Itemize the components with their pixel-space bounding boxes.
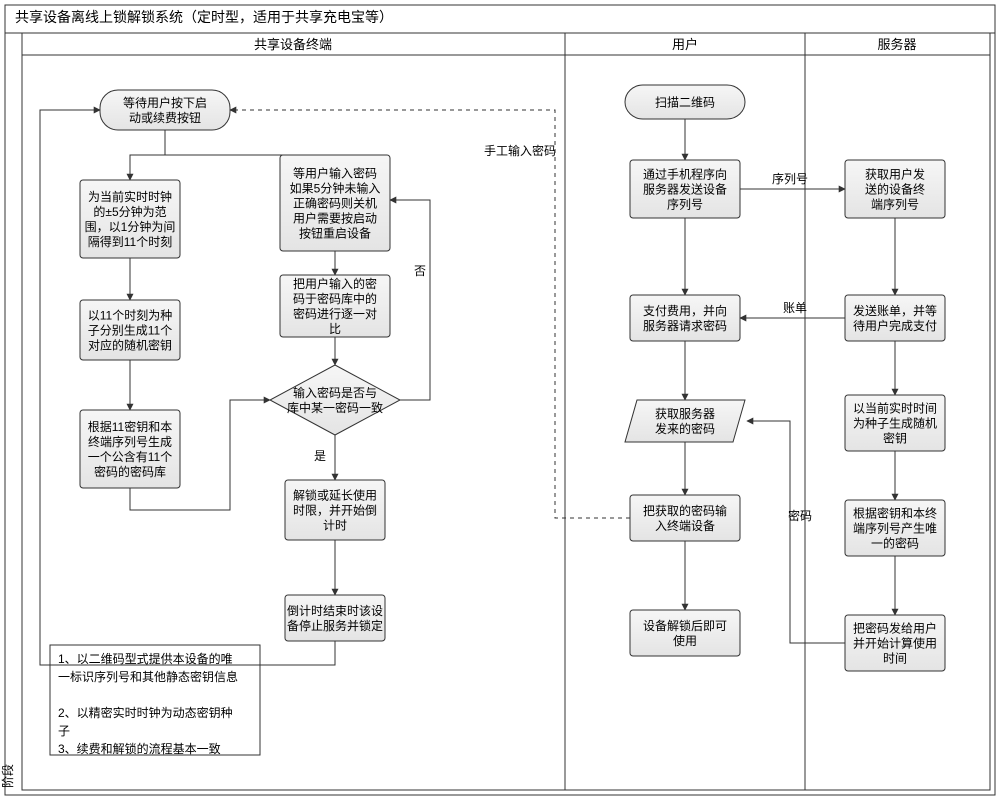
node-s_get: 获取用户发送的设备终端序列号 [845, 160, 945, 218]
node-u_use: 设备解锁后即可使用 [630, 610, 740, 656]
node-t_cmp: 把用户输入的密码于密码库中的密码进行逐一对比 [280, 275, 390, 337]
swimlane-title-terminal: 共享设备终端 [254, 37, 332, 52]
svg-text:设备解锁后即可: 设备解锁后即可 [643, 618, 727, 633]
swimlane-title-user: 用户 [672, 37, 698, 52]
svg-text:服务器请求密码: 服务器请求密码 [643, 318, 727, 333]
svg-text:端序列号: 端序列号 [871, 197, 919, 212]
node-s_send: 把密码发给用户并开始计算使用时间 [845, 615, 945, 671]
svg-text:手工输入密码: 手工输入密码 [484, 143, 556, 158]
svg-text:解锁或延长使用: 解锁或延长使用 [293, 488, 377, 503]
node-t_seed: 以11个时刻为种子分别生成11个对应的随机密钥 [80, 300, 180, 360]
svg-text:倒计时结束时该设: 倒计时结束时该设 [287, 604, 383, 618]
edge-t_wait-t_range [130, 130, 165, 180]
node-s_seed: 以当前实时时间为种子生成随机密钥 [845, 395, 945, 451]
svg-text:等用户输入密码: 等用户输入密码 [293, 166, 377, 181]
node-t_range: 为当前实时时钟的±5分钟为范围，以1分钟为间隔得到11个时刻 [80, 180, 180, 258]
svg-text:端序列号产生唯: 端序列号产生唯 [853, 521, 937, 536]
node-t_wait: 等待用户按下启动或续费按钮 [100, 90, 230, 130]
svg-text:密码进行逐一对: 密码进行逐一对 [293, 306, 377, 321]
svg-text:动或续费按钮: 动或续费按钮 [129, 110, 201, 125]
node-s_gen: 根据密钥和本终端序列号产生唯一的密码 [845, 500, 945, 556]
node-t_unlock: 解锁或延长使用时限，并开始倒计时 [285, 480, 385, 540]
svg-text:按钮重启设备: 按钮重启设备 [299, 226, 371, 241]
svg-text:以11个时刻为种: 以11个时刻为种 [88, 309, 172, 323]
svg-text:是: 是 [314, 449, 326, 463]
swimlane-title-server: 服务器 [877, 37, 916, 52]
svg-text:一的密码: 一的密码 [871, 536, 919, 551]
svg-text:账单: 账单 [783, 301, 807, 315]
svg-text:库中某一密码一致: 库中某一密码一致 [287, 400, 383, 415]
svg-text:把用户输入的密: 把用户输入的密 [293, 276, 377, 291]
node-u_send: 通过手机程序向服务器发送设备序列号 [630, 160, 740, 218]
svg-text:隔得到11个时刻: 隔得到11个时刻 [88, 234, 172, 249]
node-u_input: 把获取的密码输入终端设备 [630, 495, 740, 541]
phase-label: 阶段 [0, 764, 15, 788]
node-t_notes: 1、以二维码型式提供本设备的唯一标识序列号和其他静态密钥信息 2、以精密实时时钟为… [50, 645, 260, 756]
svg-text:服务器发送设备: 服务器发送设备 [643, 182, 727, 197]
svg-text:获取用户发: 获取用户发 [865, 167, 925, 182]
node-s_bill: 发送账单，并等待用户完成支付 [845, 295, 945, 341]
edge-s_send-u_getpw [747, 421, 845, 643]
svg-text:以当前实时时间: 以当前实时时间 [853, 401, 937, 416]
svg-text:终端序列号生成: 终端序列号生成 [88, 434, 172, 449]
svg-text:根据11密钥和本: 根据11密钥和本 [88, 419, 172, 434]
svg-text:等待用户按下启: 等待用户按下启 [123, 95, 207, 110]
svg-text:为当前实时时钟: 为当前实时时钟 [88, 189, 172, 204]
svg-text:的±5分钟为范: 的±5分钟为范 [93, 204, 166, 219]
svg-text:输入密码是否与: 输入密码是否与 [293, 385, 377, 400]
node-t_dec: 输入密码是否与库中某一密码一致 [270, 365, 400, 435]
svg-text:密钥: 密钥 [883, 431, 907, 446]
svg-text:一标识序列号和其他静态密钥信息: 一标识序列号和其他静态密钥信息 [58, 669, 238, 684]
svg-text:2、以精密实时时钟为动态密钥种: 2、以精密实时时钟为动态密钥种 [58, 705, 233, 720]
svg-text:子: 子 [58, 724, 70, 738]
svg-text:正确密码则关机: 正确密码则关机 [293, 196, 377, 211]
svg-text:待用户完成支付: 待用户完成支付 [853, 318, 937, 333]
svg-text:为种子生成随机: 为种子生成随机 [853, 416, 937, 431]
svg-text:密码的密码库: 密码的密码库 [94, 464, 166, 479]
svg-text:对应的随机密钥: 对应的随机密钥 [88, 338, 172, 353]
diagram-title: 共享设备离线上锁解锁系统（定时型，适用于共享充电宝等） [15, 9, 393, 25]
svg-text:计时: 计时 [323, 519, 347, 533]
node-t_waitpw: 等用户输入密码如果5分钟未输入正确密码则关机用户需要按启动按钮重启设备 [280, 155, 390, 251]
svg-text:支付费用，并向: 支付费用，并向 [643, 303, 727, 318]
svg-text:围，以1分钟为间: 围，以1分钟为间 [85, 219, 176, 234]
svg-text:如果5分钟未输入: 如果5分钟未输入 [290, 181, 381, 196]
svg-text:发送账单，并等: 发送账单，并等 [853, 303, 937, 318]
svg-text:根据密钥和本终: 根据密钥和本终 [853, 506, 937, 521]
node-t_db: 根据11密钥和本终端序列号生成一个公含有11个密码的密码库 [80, 410, 180, 488]
svg-text:通过手机程序向: 通过手机程序向 [643, 167, 727, 182]
svg-text:发来的密码: 发来的密码 [655, 421, 715, 436]
svg-text:码于密码库中的: 码于密码库中的 [293, 291, 377, 306]
svg-text:时间: 时间 [883, 652, 907, 666]
svg-text:否: 否 [414, 264, 426, 278]
svg-text:用户需要按启动: 用户需要按启动 [293, 211, 377, 226]
svg-text:送的设备终: 送的设备终 [865, 182, 925, 197]
svg-text:把获取的密码输: 把获取的密码输 [643, 503, 727, 518]
svg-text:一个公含有11个: 一个公含有11个 [88, 449, 172, 464]
svg-text:比: 比 [329, 322, 341, 336]
svg-text:3、续费和解锁的流程基本一致: 3、续费和解锁的流程基本一致 [58, 741, 221, 756]
svg-text:密码: 密码 [788, 508, 812, 523]
svg-text:1、以二维码型式提供本设备的唯: 1、以二维码型式提供本设备的唯 [58, 651, 233, 666]
edge-t_dec-t_waitpw [390, 200, 430, 400]
svg-text:序列号: 序列号 [667, 197, 703, 212]
svg-text:并开始计算使用: 并开始计算使用 [853, 636, 937, 651]
svg-text:时限，并开始倒: 时限，并开始倒 [293, 504, 377, 518]
node-u_scan: 扫描二维码 [625, 85, 745, 119]
node-u_pay: 支付费用，并向服务器请求密码 [630, 295, 740, 341]
svg-text:备停止服务并锁定: 备停止服务并锁定 [287, 618, 383, 633]
svg-text:序列号: 序列号 [772, 171, 808, 186]
svg-text:把密码发给用户: 把密码发给用户 [853, 621, 937, 636]
svg-text:使用: 使用 [673, 633, 697, 648]
node-t_timeout: 倒计时结束时该设备停止服务并锁定 [285, 595, 385, 641]
flowchart-canvas: 共享设备离线上锁解锁系统（定时型，适用于共享充电宝等）阶段共享设备终端用户服务器… [0, 0, 1000, 800]
svg-text:子分别生成11个: 子分别生成11个 [88, 324, 172, 338]
svg-text:扫描二维码: 扫描二维码 [655, 96, 715, 110]
node-u_getpw: 获取服务器发来的密码 [625, 400, 745, 442]
edge-t_wait-t_waitpw [165, 130, 335, 155]
svg-text:获取服务器: 获取服务器 [655, 406, 715, 421]
svg-text:入终端设备: 入终端设备 [655, 518, 715, 533]
